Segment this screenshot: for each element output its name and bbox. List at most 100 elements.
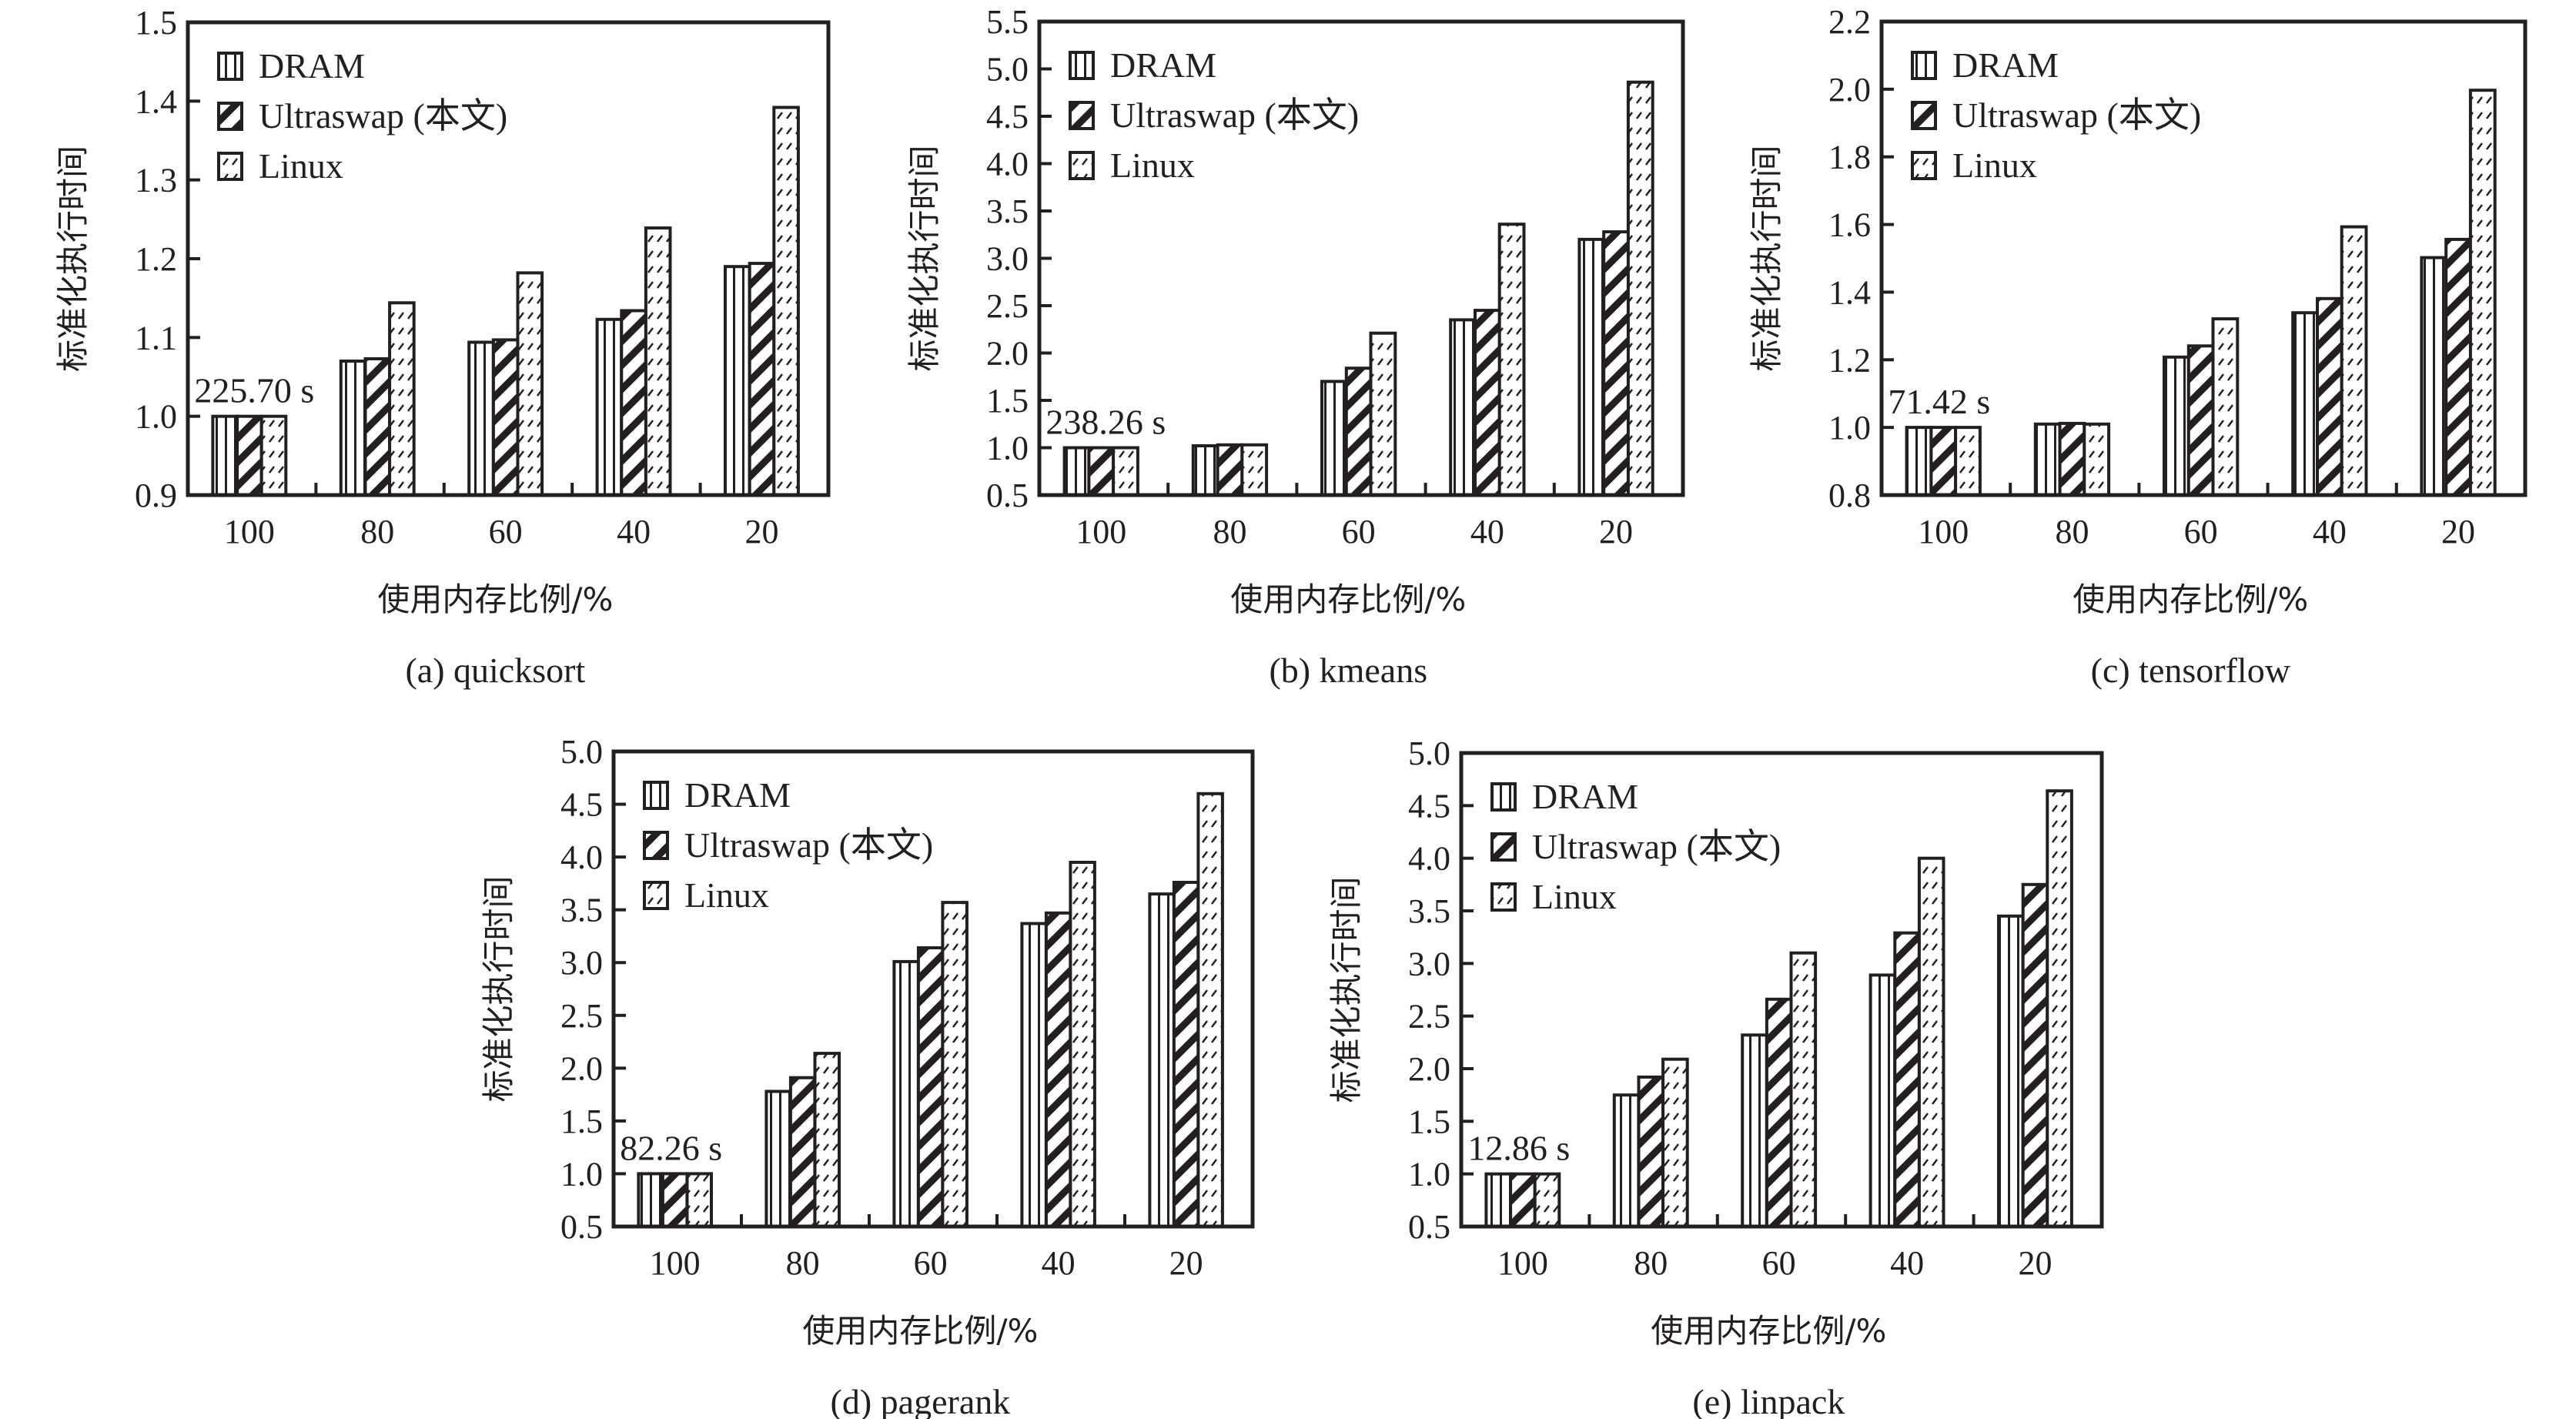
bar-ultraswap-60 bbox=[2186, 344, 2215, 497]
x-tick-label: 20 bbox=[2441, 513, 2475, 551]
legend-label-ultraswap: Ultraswap (本文) bbox=[684, 825, 933, 865]
y-tick-label: 0.5 bbox=[560, 1208, 603, 1246]
y-tick-label: 1.0 bbox=[1828, 409, 1871, 447]
x-axis-title: 使用内存比例/% bbox=[2073, 581, 2308, 618]
y-tick-label: 2.0 bbox=[1408, 1050, 1450, 1088]
legend-swatch-ultraswap-icon bbox=[1490, 832, 1517, 862]
bar-linux-40 bbox=[644, 226, 672, 497]
panel-caption: (d) pagerank bbox=[831, 1382, 1011, 1419]
baseline-time-annotation: 238.26 s bbox=[1045, 403, 1166, 442]
legend-label-ultraswap: Ultraswap (本文) bbox=[1952, 95, 2201, 135]
bar-linux-20 bbox=[1626, 80, 1654, 497]
bar-linux-100 bbox=[259, 414, 288, 497]
bar-ultraswap-40 bbox=[620, 309, 647, 497]
x-tick-label: 80 bbox=[1213, 513, 1246, 551]
baseline-time-annotation: 71.42 s bbox=[1888, 382, 1990, 421]
y-tick-label: 1.0 bbox=[560, 1155, 603, 1193]
bar-ultraswap-60 bbox=[916, 946, 945, 1228]
chart-panel-3: 0.8 1.0 1.2 1.4 1.6 1.8 2.0 2.2 100 80 60 40 20 使用内存比… bbox=[1748, 3, 2527, 690]
bar-ultraswap-100 bbox=[1929, 426, 1958, 497]
bar-linux-60 bbox=[941, 901, 969, 1228]
y-tick-label: 1.8 bbox=[1828, 139, 1871, 176]
y-tick-label: 5.0 bbox=[560, 733, 603, 771]
y-tick-label: 1.0 bbox=[986, 430, 1029, 467]
panel-caption: (a) quicksort bbox=[405, 651, 585, 690]
legend-label-linux: Linux bbox=[1952, 146, 2037, 185]
y-tick-label: 5.5 bbox=[986, 3, 1029, 41]
legend-swatch-dram-icon bbox=[217, 52, 243, 81]
bar-linux-80 bbox=[1661, 1057, 1689, 1228]
y-tick-label: 1.4 bbox=[1828, 273, 1871, 311]
bar-dram-100 bbox=[1484, 1172, 1513, 1228]
legend-swatch-linux-icon bbox=[1490, 882, 1517, 912]
bar-dram-20 bbox=[1997, 914, 2025, 1229]
x-tick-label: 80 bbox=[360, 513, 394, 551]
y-tick-label: 1.5 bbox=[986, 382, 1029, 420]
x-tick-label: 60 bbox=[2184, 513, 2218, 551]
y-tick-label: 4.0 bbox=[560, 838, 603, 876]
legend-swatch-dram-icon bbox=[1490, 782, 1517, 812]
y-tick-label: 5.0 bbox=[986, 51, 1029, 89]
legend: DRAM Ultraswap (本文) Linux bbox=[1911, 45, 2201, 185]
bar-linux-80 bbox=[813, 1052, 841, 1228]
x-tick-label: 100 bbox=[1918, 513, 1969, 551]
y-tick-label: 1.5 bbox=[135, 4, 177, 42]
legend-swatch-ultraswap-icon bbox=[1911, 101, 1937, 130]
bar-linux-60 bbox=[516, 271, 544, 497]
bar-dram-80 bbox=[1191, 444, 1219, 497]
y-tick-label: 1.5 bbox=[560, 1103, 603, 1140]
y-tick-label: 1.0 bbox=[1408, 1156, 1450, 1193]
y-tick-label: 1.6 bbox=[1828, 206, 1871, 244]
bar-ultraswap-40 bbox=[1044, 911, 1072, 1229]
plot-frame bbox=[1879, 19, 2527, 497]
bar-ultraswap-60 bbox=[1765, 997, 1793, 1229]
bar-linux-20 bbox=[2468, 89, 2497, 497]
bar-linux-20 bbox=[1196, 791, 1224, 1229]
x-tick-label: 60 bbox=[914, 1244, 948, 1282]
bar-linux-80 bbox=[2083, 422, 2111, 497]
y-tick-label: 0.5 bbox=[1408, 1208, 1450, 1246]
y-tick-label: 2.5 bbox=[560, 997, 603, 1035]
y-tick-label: 2.2 bbox=[1828, 3, 1871, 41]
bar-ultraswap-60 bbox=[491, 338, 520, 497]
y-tick-label: 1.1 bbox=[135, 319, 177, 356]
bar-dram-40 bbox=[1868, 973, 1897, 1229]
y-tick-label: 1.4 bbox=[135, 82, 177, 120]
y-tick-label: 1.2 bbox=[1828, 341, 1871, 379]
legend-swatch-linux-icon bbox=[1911, 151, 1937, 180]
legend-swatch-ultraswap-icon bbox=[1069, 101, 1095, 130]
y-tick-label: 3.0 bbox=[986, 240, 1029, 278]
x-tick-label: 60 bbox=[1762, 1244, 1796, 1282]
legend-swatch-ultraswap-icon bbox=[217, 102, 243, 131]
y-tick-label: 3.0 bbox=[560, 944, 603, 982]
legend: DRAM Ultraswap (本文) Linux bbox=[217, 46, 507, 186]
bar-linux-20 bbox=[772, 105, 800, 497]
x-tick-label: 100 bbox=[1076, 513, 1126, 551]
bar-linux-40 bbox=[2340, 225, 2368, 497]
y-tick-label: 0.5 bbox=[986, 477, 1029, 514]
bar-linux-80 bbox=[388, 301, 416, 497]
bar-linux-100 bbox=[1533, 1172, 1561, 1228]
panel-caption: (c) tensorflow bbox=[2091, 651, 2291, 690]
y-tick-label: 3.5 bbox=[986, 192, 1029, 230]
legend: DRAM Ultraswap (本文) Linux bbox=[643, 775, 933, 915]
x-tick-label: 20 bbox=[1599, 513, 1633, 551]
bar-ultraswap-60 bbox=[1344, 366, 1373, 497]
y-tick-label: 3.0 bbox=[1408, 945, 1450, 982]
plot-frame bbox=[1459, 751, 2104, 1229]
y-tick-label: 5.0 bbox=[1408, 735, 1450, 772]
bar-dram-60 bbox=[892, 959, 920, 1229]
y-tick-label: 4.0 bbox=[1408, 840, 1450, 878]
y-tick-label: 1.2 bbox=[135, 240, 177, 278]
bar-dram-100 bbox=[637, 1172, 664, 1229]
legend-label-linux: Linux bbox=[259, 146, 343, 186]
x-axis-title: 使用内存比例/% bbox=[1651, 1312, 1886, 1350]
bar-linux-40 bbox=[1497, 223, 1526, 497]
y-tick-label: 2.0 bbox=[560, 1049, 603, 1087]
y-tick-label: 2.5 bbox=[986, 287, 1029, 325]
legend-swatch-linux-icon bbox=[217, 152, 243, 181]
bar-ultraswap-40 bbox=[1893, 931, 1921, 1228]
x-tick-label: 60 bbox=[1342, 513, 1376, 551]
x-tick-label: 20 bbox=[744, 513, 778, 551]
